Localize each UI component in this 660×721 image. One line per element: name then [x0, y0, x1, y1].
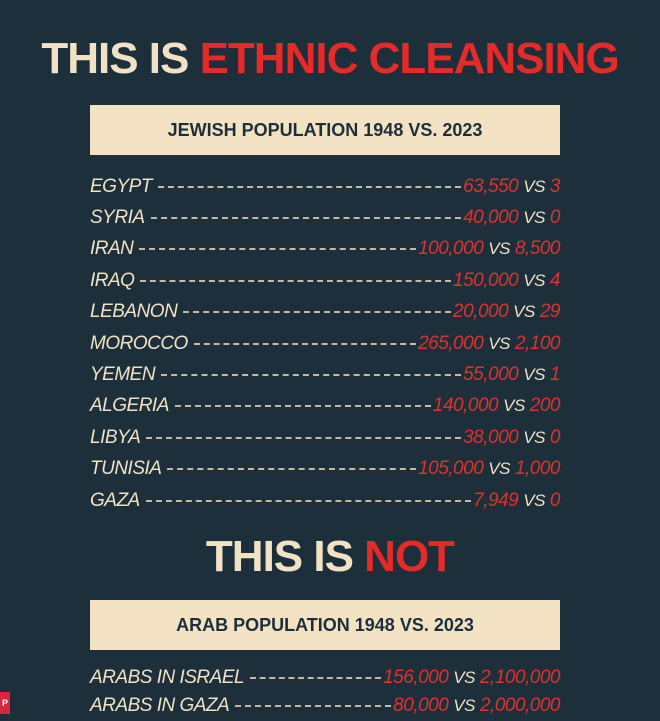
list-item-iraq: IRAQ 150,000 VS 4	[90, 265, 561, 296]
population-1948: 265,000	[418, 332, 484, 354]
arab-population-list: ARABS IN ISRAEL 156,000 VS 2,100,000 ARA…	[90, 664, 561, 720]
versus-label: VS	[488, 459, 510, 479]
versus-label: VS	[523, 365, 545, 385]
population-1948: 63,550	[463, 175, 519, 197]
versus-label: VS	[523, 270, 545, 290]
versus-label: VS	[453, 668, 475, 687]
list-item-iran: IRAN 100,000 VS 8,500	[90, 234, 561, 265]
country-name: EGYPT	[90, 175, 152, 197]
country-name: TUNISIA	[90, 458, 162, 480]
secondary-headline: THIS IS NOT	[0, 532, 660, 582]
list-item-syria: SYRIA 40,000 VS 0	[90, 202, 561, 233]
list-item-yemen: YEMEN 55,000 VS 1	[90, 359, 561, 390]
group-name: ARABS IN GAZA	[90, 695, 230, 716]
country-name: LIBYA	[90, 426, 141, 448]
population-1948: 7,949	[473, 489, 519, 511]
population-2023: 0	[549, 207, 561, 229]
population-2023: 3	[549, 175, 561, 197]
list-item-lebanon: LEBANON 20,000 VS 29	[90, 297, 561, 328]
jewish-population-banner: JEWISH POPULATION 1948 VS. 2023	[90, 105, 560, 155]
population-2023: 0	[549, 426, 561, 448]
country-name: IRAN	[90, 238, 134, 260]
group-name: ARABS IN ISRAEL	[90, 667, 245, 688]
dashed-leader	[235, 705, 392, 707]
population-2023: 1,000	[514, 458, 561, 480]
dashed-leader	[183, 311, 452, 314]
population-1948: 38,000	[463, 426, 519, 448]
list-item-arabs-in-gaza: ARABS IN GAZA 80,000 VS 2,000,000	[90, 692, 561, 720]
country-name: GAZA	[90, 489, 140, 511]
versus-label: VS	[523, 176, 545, 196]
dashed-leader	[250, 677, 382, 679]
headline-prefix: THIS IS	[41, 34, 200, 83]
versus-label: VS	[523, 490, 545, 510]
dashed-leader	[161, 374, 462, 377]
country-name: SYRIA	[90, 207, 145, 229]
dashed-leader	[140, 279, 452, 282]
population-1948: 140,000	[432, 395, 499, 417]
versus-label: VS	[523, 208, 545, 228]
versus-label: VS	[453, 696, 475, 715]
population-2023: 1	[549, 364, 561, 386]
population-2023: 8,500	[514, 238, 561, 260]
main-headline: THIS IS ETHNIC CLEANSING	[0, 34, 660, 84]
population-1948: 156,000	[383, 667, 449, 688]
versus-label: VS	[488, 333, 510, 353]
list-item-arabs-in-israel: ARABS IN ISRAEL 156,000 VS 2,100,000	[90, 664, 561, 692]
dashed-leader	[145, 499, 472, 502]
population-1948: 55,000	[463, 364, 519, 386]
population-1948: 100,000	[418, 238, 484, 260]
headline-prefix: THIS IS	[205, 532, 365, 581]
versus-label: VS	[523, 427, 545, 447]
arab-population-banner: ARAB POPULATION 1948 VS. 2023	[90, 600, 560, 650]
population-2023: 4	[549, 269, 561, 291]
corner-logo-mark: P	[0, 692, 10, 714]
population-2023: 0	[549, 489, 561, 511]
population-2023: 2,100	[514, 332, 561, 354]
country-name: YEMEN	[90, 364, 156, 386]
population-1948: 40,000	[463, 207, 519, 229]
dashed-leader	[150, 217, 462, 220]
headline-emphasis: NOT	[364, 532, 455, 581]
population-2023: 2,100,000	[479, 667, 561, 688]
list-item-gaza: GAZA 7,949 VS 0	[90, 485, 561, 516]
jewish-population-list: EGYPT 63,550 VS 3 SYRIA 40,000 VS 0 IRAN…	[90, 171, 561, 516]
population-2023: 29	[539, 301, 561, 323]
list-item-algeria: ALGERIA 140,000 VS 200	[90, 391, 561, 422]
population-1948: 80,000	[393, 695, 449, 716]
dashed-leader	[174, 405, 431, 408]
population-2023: 200	[529, 395, 561, 417]
dashed-leader	[193, 342, 417, 345]
dashed-leader	[167, 468, 417, 471]
population-1948: 105,000	[418, 458, 484, 480]
versus-label: VS	[513, 302, 535, 322]
dashed-leader	[146, 436, 462, 439]
country-name: MOROCCO	[90, 332, 188, 354]
country-name: IRAQ	[90, 269, 135, 291]
list-item-libya: LIBYA 38,000 VS 0	[90, 422, 561, 453]
country-name: LEBANON	[90, 301, 178, 323]
list-item-egypt: EGYPT 63,550 VS 3	[90, 171, 561, 202]
list-item-tunisia: TUNISIA 105,000 VS 1,000	[90, 454, 561, 485]
list-item-morocco: MOROCCO 265,000 VS 2,100	[90, 328, 561, 359]
versus-label: VS	[488, 239, 510, 259]
versus-label: VS	[503, 396, 525, 416]
dashed-leader	[139, 248, 417, 251]
population-1948: 150,000	[453, 269, 519, 291]
headline-emphasis: ETHNIC CLEANSING	[199, 34, 620, 83]
country-name: ALGERIA	[90, 395, 169, 417]
dashed-leader	[157, 185, 462, 188]
population-1948: 20,000	[453, 301, 509, 323]
population-2023: 2,000,000	[479, 695, 561, 716]
